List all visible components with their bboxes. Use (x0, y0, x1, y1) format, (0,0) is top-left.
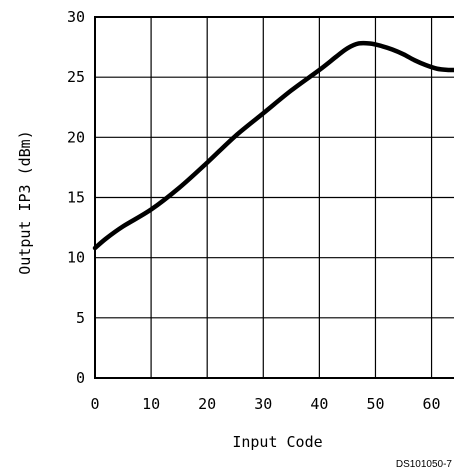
grid (95, 17, 454, 378)
x-tick-label: 10 (142, 395, 160, 413)
y-tick-label: 5 (76, 309, 85, 327)
y-tick-labels: 0 5 10 15 20 25 30 (67, 8, 85, 387)
y-tick-label: 15 (67, 189, 85, 207)
y-tick-label: 0 (76, 369, 85, 387)
y-tick-label: 10 (67, 249, 85, 267)
figure-id-label: DS101050-7 (396, 459, 453, 470)
plot-frame (94, 16, 454, 379)
x-tick-label: 20 (198, 395, 216, 413)
y-axis-title: Output IP3 (dBm) (16, 130, 34, 275)
x-tick-label: 60 (423, 395, 441, 413)
series-line (92, 40, 454, 251)
x-tick-label: 50 (366, 395, 384, 413)
x-tick-labels: 0 10 20 30 40 50 60 (90, 395, 440, 413)
y-tick-label: 20 (67, 128, 85, 146)
x-axis-title: Input Code (232, 433, 322, 451)
x-tick-label: 30 (254, 395, 272, 413)
y-tick-label: 30 (67, 8, 85, 26)
y-tick-label: 25 (67, 68, 85, 86)
x-tick-label: 40 (310, 395, 328, 413)
x-tick-label: 0 (90, 395, 99, 413)
